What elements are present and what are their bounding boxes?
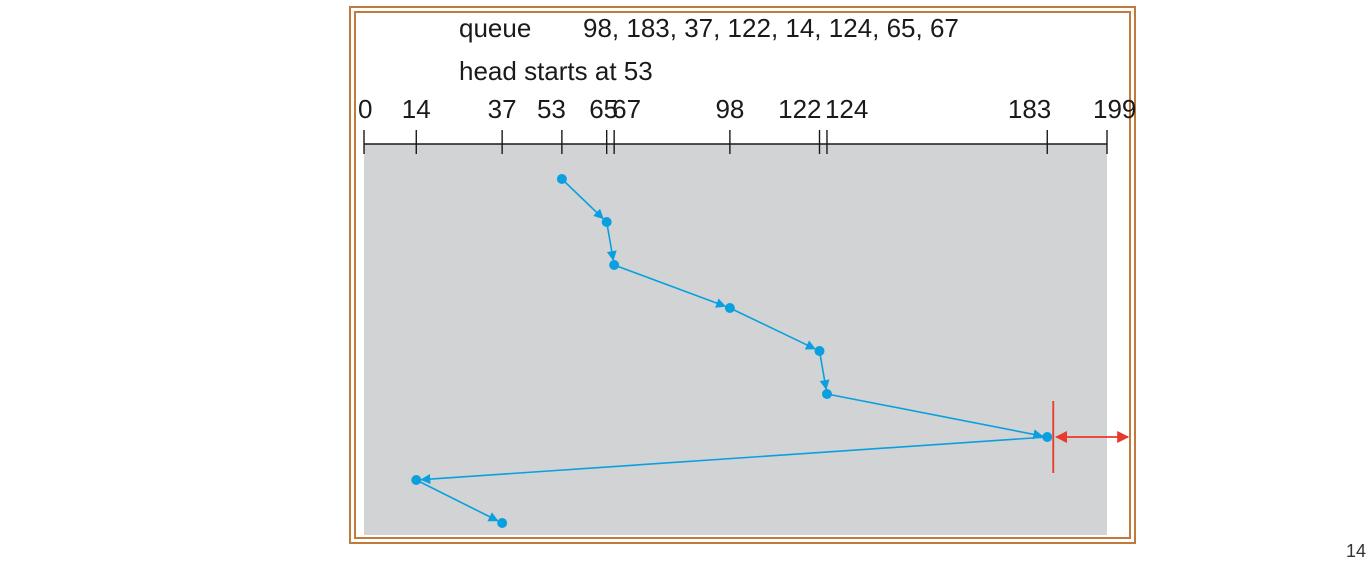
tick-label-37: 37	[488, 94, 517, 124]
seek-segment	[818, 350, 830, 391]
seek-segment	[613, 264, 727, 308]
request-point-65	[601, 217, 612, 227]
request-point-122	[814, 346, 825, 356]
page-number: 14	[1345, 541, 1366, 561]
tick-label-67: 67	[612, 94, 641, 124]
request-point-67	[609, 260, 620, 270]
request-point-14	[411, 475, 422, 485]
request-point-37	[497, 518, 508, 528]
seek-segment	[561, 178, 604, 220]
seek-segment	[826, 393, 1044, 440]
tick-label-53: 53	[537, 94, 566, 124]
tick-label-183: 183	[1008, 94, 1051, 124]
inner-frame-border	[354, 11, 1131, 539]
tick-label-65: 65	[589, 94, 618, 124]
tick-label-122: 122	[778, 94, 821, 124]
request-point-98	[724, 303, 735, 313]
queue-values: 98, 183, 37, 122, 14, 124, 65, 67	[583, 13, 959, 43]
tick-label-124: 124	[825, 94, 868, 124]
seek-segment	[605, 221, 617, 262]
head-start-label: head starts at 53	[459, 56, 653, 86]
seek-path	[411, 174, 1053, 528]
axis-ticks	[363, 130, 1108, 154]
tick-label-98: 98	[715, 94, 744, 124]
request-point-124	[821, 389, 832, 399]
request-point-183	[1042, 432, 1053, 442]
seek-segment	[415, 479, 499, 522]
end-of-disk-marker	[1052, 401, 1130, 473]
seek-segment	[729, 307, 816, 350]
tick-label-0: 0	[358, 94, 372, 124]
tick-label-14: 14	[402, 94, 431, 124]
queue-label: queue	[459, 13, 532, 43]
cylinder-panel	[364, 144, 1107, 535]
seek-segment	[420, 436, 1048, 485]
outer-frame-border	[349, 6, 1136, 544]
request-point-53	[556, 174, 567, 184]
tick-label-199: 199	[1093, 94, 1136, 124]
